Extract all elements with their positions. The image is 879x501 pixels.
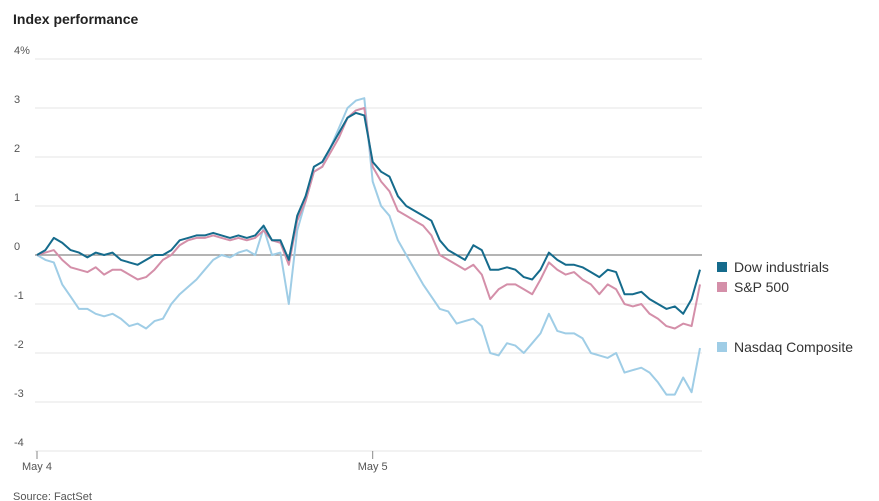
y-tick-label: 0: [14, 241, 20, 253]
x-tick-label: May 5: [358, 461, 388, 473]
legend-label: Dow industrials: [734, 259, 829, 275]
series-line: [36, 111, 701, 315]
y-tick-label: 2: [14, 143, 20, 155]
x-tick-label: May 4: [22, 461, 52, 473]
legend-swatch: [717, 262, 727, 272]
y-tick-label: -3: [14, 388, 24, 400]
legend-label: S&P 500: [734, 279, 789, 295]
y-tick-label: 4%: [14, 45, 30, 57]
y-tick-label: -1: [14, 290, 24, 302]
y-tick-label: -2: [14, 339, 24, 351]
y-tick-label: 3: [14, 94, 20, 106]
source: Source: FactSet: [13, 491, 92, 501]
y-tick-label: 1: [14, 192, 20, 204]
legend-swatch: [717, 282, 727, 292]
y-tick-label: -4: [14, 437, 24, 449]
legend-label: Nasdaq Composite: [734, 339, 853, 355]
legend-swatch: [717, 342, 727, 352]
chart-title: Index performance: [13, 11, 138, 27]
